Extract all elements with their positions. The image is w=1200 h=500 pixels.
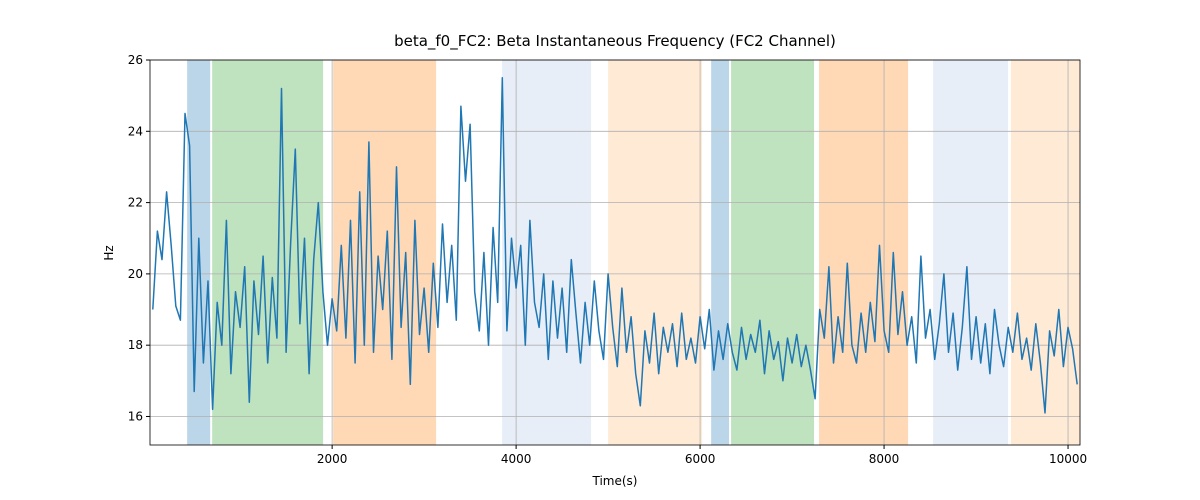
shaded-span bbox=[502, 60, 592, 445]
shaded-span bbox=[819, 60, 909, 445]
data-line bbox=[152, 77, 1078, 414]
chart-title: beta_f0_FC2: Beta Instantaneous Frequenc… bbox=[394, 32, 836, 51]
y-tick-label: 22 bbox=[128, 196, 143, 210]
shaded-span bbox=[1011, 60, 1080, 445]
x-tick-label: 6000 bbox=[685, 452, 716, 466]
y-tick-label: 24 bbox=[128, 124, 143, 138]
y-tick-label: 26 bbox=[128, 53, 143, 67]
y-tick-label: 16 bbox=[128, 409, 143, 423]
plot-frame bbox=[149, 59, 1081, 446]
x-tick-label: 10000 bbox=[1049, 452, 1087, 466]
x-axis-label: Time(s) bbox=[592, 474, 638, 488]
shaded-span bbox=[711, 60, 730, 445]
x-tick-label: 8000 bbox=[869, 452, 900, 466]
y-tick-label: 20 bbox=[128, 267, 143, 281]
shaded-span bbox=[333, 60, 437, 445]
x-tick-label: 4000 bbox=[501, 452, 532, 466]
shaded-span bbox=[933, 60, 1009, 445]
x-tick-label: 2000 bbox=[317, 452, 348, 466]
shaded-span bbox=[212, 60, 324, 445]
shaded-span bbox=[608, 60, 703, 445]
shaded-span bbox=[731, 60, 815, 445]
y-tick-label: 18 bbox=[128, 338, 143, 352]
y-axis-label: Hz bbox=[102, 245, 116, 260]
